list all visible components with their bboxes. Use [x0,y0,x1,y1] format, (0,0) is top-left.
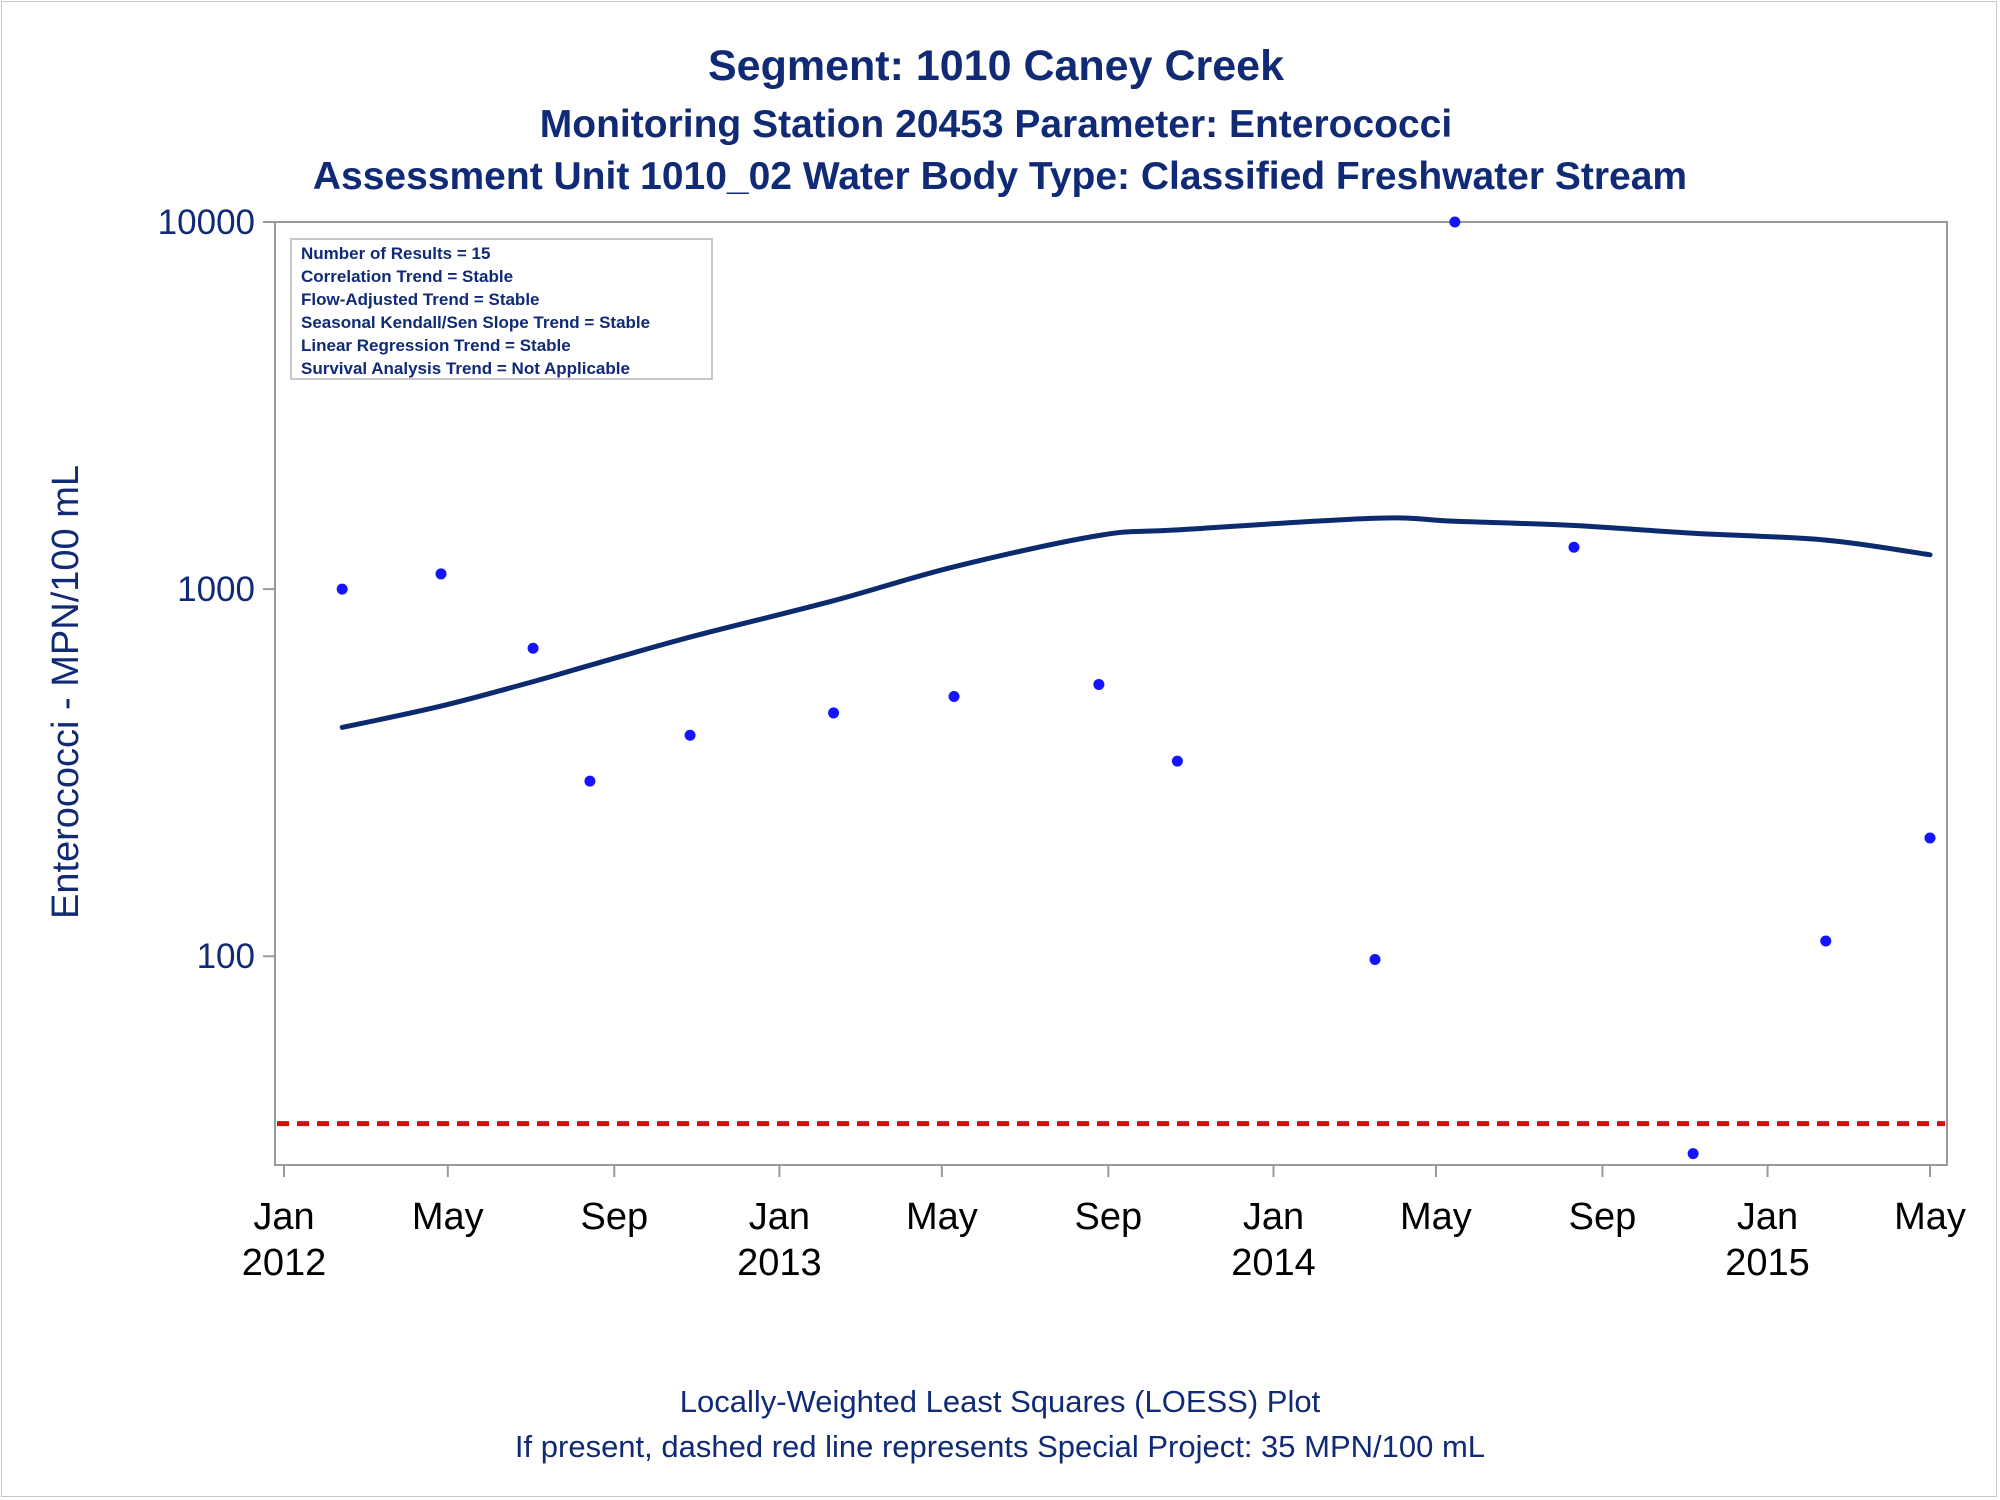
footnote-reference-line: If present, dashed red line represents S… [515,1429,1485,1464]
data-point [1093,678,1105,690]
x-tick-label: May [412,1196,484,1238]
loess-curve-layer [339,515,1933,730]
footnote-loess: Locally-Weighted Least Squares (LOESS) P… [680,1384,1321,1419]
x-tick-label: May [906,1196,978,1238]
stats-linear-regression-trend: Linear Regression Trend = Stable [301,336,571,355]
y-tick-label: 10000 [158,203,255,242]
data-point [1687,1148,1699,1160]
x-tick-label: Sep [580,1196,648,1238]
x-tick-label: May [1400,1196,1472,1238]
stats-box-border [290,238,713,380]
x-tick-label: Sep [1075,1196,1143,1238]
x-tick-label: Sep [1569,1196,1637,1238]
stats-correlation-trend: Correlation Trend = Stable [301,267,513,286]
data-points-layer [336,216,1936,1160]
data-point [1820,935,1832,947]
data-point [684,729,696,741]
x-tick-year-label: 2012 [242,1242,327,1284]
data-point [336,583,348,595]
data-point [435,568,447,580]
loess-curve [339,515,1933,730]
chart-title: Segment: 1010 Caney Creek [708,42,1284,90]
chart-subtitle-station: Monitoring Station 20453 Parameter: Ente… [540,103,1452,146]
x-tick-year-label: 2015 [1725,1242,1810,1284]
y-axis-label: Enterococci - MPN/100 mL [45,465,87,919]
data-point [1924,832,1936,844]
data-point [1369,953,1381,965]
x-tick-year-label: 2014 [1231,1242,1316,1284]
y-tick-label: 100 [197,937,255,976]
stats-survival-analysis-trend: Survival Analysis Trend = Not Applicable [301,359,630,378]
y-axis: 100 1000 10000 [158,203,275,976]
data-point [527,642,539,654]
data-point [828,707,840,719]
x-tick-label: Jan [253,1196,314,1238]
data-point [1171,755,1183,767]
x-tick-label: May [1894,1196,1966,1238]
stats-number-of-results: Number of Results = 15 [301,244,490,263]
data-point [1568,541,1580,553]
data-point [1449,216,1461,228]
chart-subtitle-assessment: Assessment Unit 1010_02 Water Body Type:… [313,155,1687,198]
plot-area-frame [274,221,1948,1166]
x-tick-year-label: 2013 [737,1242,822,1284]
y-tick-label: 1000 [177,570,255,609]
stats-legend-box: Number of Results = 15 Correlation Trend… [290,238,713,380]
data-point [948,690,960,702]
stats-seasonal-kendall-trend: Seasonal Kendall/Sen Slope Trend = Stabl… [301,313,650,332]
data-point [584,775,596,787]
x-tick-label: Jan [749,1196,810,1238]
x-tick-label: Jan [1243,1196,1304,1238]
x-tick-label: Jan [1737,1196,1798,1238]
stats-flow-adjusted-trend: Flow-Adjusted Trend = Stable [301,290,540,309]
